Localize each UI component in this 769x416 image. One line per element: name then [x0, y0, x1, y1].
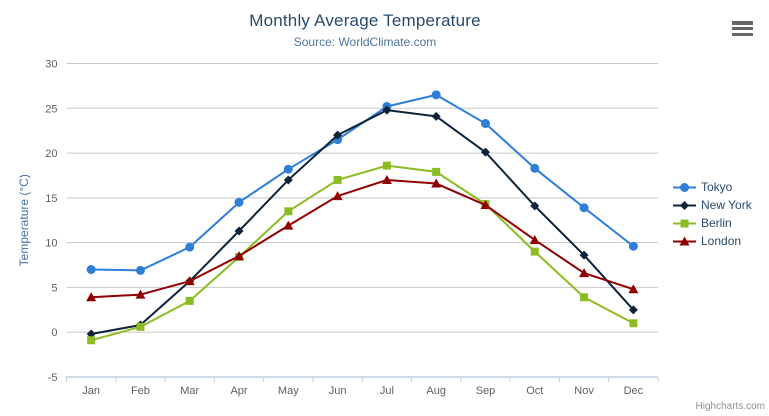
data-point-tokyo[interactable]: [86, 265, 96, 275]
data-point-london[interactable]: [234, 251, 245, 261]
legend-label: London: [701, 234, 742, 248]
x-axis-label: Apr: [230, 385, 247, 397]
x-axis-label: Dec: [624, 385, 644, 397]
data-point-new-york[interactable]: [283, 175, 293, 185]
diamond-marker-icon: [673, 200, 696, 210]
y-axis-label: 5: [51, 282, 57, 294]
data-point-tokyo[interactable]: [530, 163, 540, 173]
data-point-london[interactable]: [184, 276, 195, 286]
legend-item-tokyo[interactable]: Tokyo: [673, 178, 752, 196]
series-line-new-york: [90, 109, 635, 336]
x-axis-label: Mar: [180, 385, 199, 397]
triangle-marker-icon: [673, 236, 696, 245]
data-point-berlin[interactable]: [87, 336, 96, 345]
y-axis-label: 10: [45, 238, 57, 250]
x-axis-label: Jun: [329, 385, 347, 397]
y-axis-label: 25: [45, 103, 57, 115]
x-axis-label: Sep: [476, 385, 496, 397]
chart-subtitle: Source: WorldClimate.com: [293, 35, 437, 49]
series-berlin[interactable]: [87, 161, 638, 345]
x-axis-label: Jul: [380, 385, 394, 397]
data-point-london[interactable]: [628, 284, 639, 294]
series-tokyo[interactable]: [86, 90, 638, 275]
hamburger-icon: [732, 21, 753, 25]
data-point-london[interactable]: [431, 178, 442, 188]
y-axis-label: -5: [48, 372, 58, 384]
square-marker-icon: [673, 219, 696, 227]
data-point-new-york[interactable]: [431, 111, 441, 121]
data-point-berlin[interactable]: [432, 167, 441, 176]
data-point-new-york[interactable]: [579, 250, 589, 260]
data-point-new-york[interactable]: [333, 130, 343, 140]
x-axis-label: Oct: [526, 385, 543, 397]
data-point-berlin[interactable]: [580, 293, 589, 302]
data-point-tokyo[interactable]: [185, 242, 195, 252]
series-london[interactable]: [86, 174, 639, 302]
data-point-new-york[interactable]: [86, 329, 96, 339]
hamburger-icon: [732, 26, 753, 31]
data-point-tokyo[interactable]: [431, 90, 441, 100]
data-point-tokyo[interactable]: [283, 164, 293, 174]
data-point-berlin[interactable]: [333, 175, 342, 184]
x-axis-label: Jan: [82, 385, 100, 397]
y-axis-label: 30: [45, 59, 57, 71]
data-point-berlin[interactable]: [185, 296, 194, 305]
x-axis-label: Aug: [426, 385, 446, 397]
legend: Tokyo New York Berlin London: [673, 178, 752, 250]
data-point-berlin[interactable]: [136, 322, 145, 331]
data-point-london[interactable]: [529, 234, 540, 244]
data-point-berlin[interactable]: [382, 161, 391, 170]
legend-item-london[interactable]: London: [673, 232, 752, 250]
data-point-london[interactable]: [381, 174, 392, 184]
series-line-london: [90, 178, 635, 299]
data-point-tokyo[interactable]: [135, 265, 145, 275]
data-point-berlin[interactable]: [629, 319, 638, 328]
data-point-tokyo[interactable]: [234, 197, 244, 207]
legend-label: Berlin: [701, 216, 732, 230]
y-axis-label: 20: [45, 148, 57, 160]
hamburger-icon: [732, 32, 753, 36]
y-axis-title: Temperature (°C): [17, 174, 31, 266]
export-menu-button[interactable]: [732, 20, 753, 37]
chart-title: Monthly Average Temperature: [249, 11, 481, 30]
credits-link[interactable]: Highcharts.com: [695, 401, 765, 412]
x-axis-label: May: [278, 385, 299, 397]
legend-label: New York: [701, 198, 752, 212]
x-axis-label: Nov: [574, 385, 594, 397]
y-axis-label: 15: [45, 193, 57, 205]
data-point-london[interactable]: [579, 268, 590, 278]
legend-item-new-york[interactable]: New York: [673, 196, 752, 214]
data-point-london[interactable]: [283, 220, 294, 230]
data-point-new-york[interactable]: [480, 147, 490, 157]
data-point-new-york[interactable]: [382, 105, 392, 115]
data-point-berlin[interactable]: [530, 247, 539, 256]
data-point-london[interactable]: [332, 191, 343, 201]
circle-marker-icon: [673, 182, 696, 192]
data-point-tokyo[interactable]: [628, 241, 638, 251]
series-line-berlin: [90, 164, 635, 342]
series-new-york[interactable]: [86, 105, 638, 339]
legend-label: Tokyo: [701, 180, 733, 194]
y-axis-label: 0: [51, 327, 57, 339]
data-point-berlin[interactable]: [284, 207, 293, 216]
data-point-new-york[interactable]: [234, 226, 244, 236]
data-point-london[interactable]: [86, 292, 97, 302]
data-point-new-york[interactable]: [628, 305, 638, 315]
data-point-tokyo[interactable]: [480, 119, 490, 129]
data-point-new-york[interactable]: [530, 201, 540, 211]
x-axis-label: Feb: [131, 385, 150, 397]
data-point-tokyo[interactable]: [579, 203, 589, 213]
data-point-london[interactable]: [480, 200, 491, 210]
legend-item-berlin[interactable]: Berlin: [673, 214, 752, 232]
data-point-london[interactable]: [135, 289, 146, 299]
series-line-tokyo: [90, 93, 635, 272]
